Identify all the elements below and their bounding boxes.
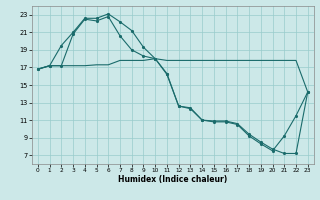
X-axis label: Humidex (Indice chaleur): Humidex (Indice chaleur)	[118, 175, 228, 184]
